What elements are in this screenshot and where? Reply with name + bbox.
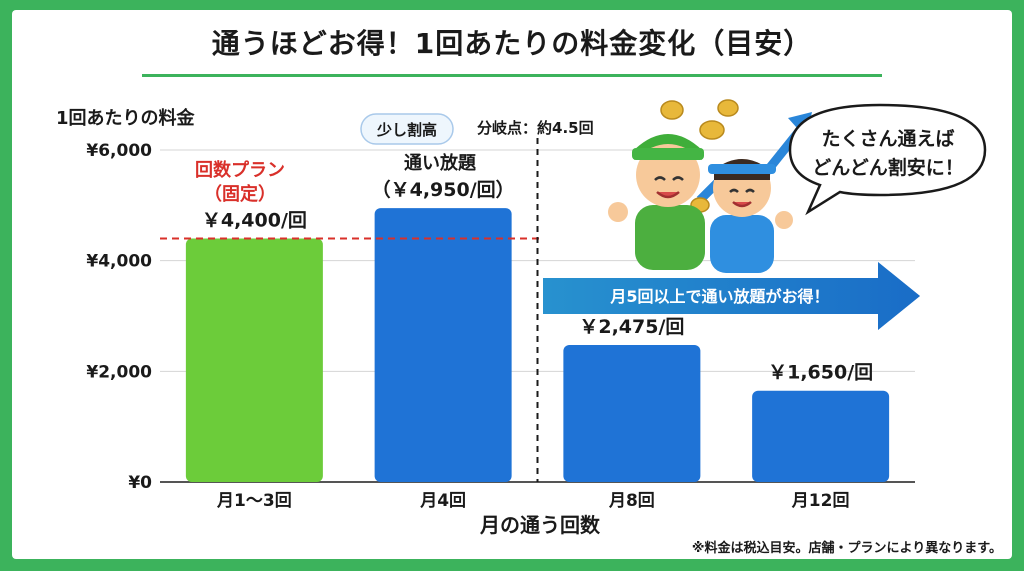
bar-3 (563, 345, 701, 482)
bar-4 (752, 390, 890, 482)
speech-bubble-line2: どんどん割安に！ (812, 156, 963, 179)
slightly-pricey-text: 少し割高 (376, 121, 437, 139)
bars: ￥4,400/回 （￥4,950/回） ￥2,475/回 ￥1,650/回 (185, 178, 890, 482)
unlimited-plan-label: 通い放題 (404, 152, 477, 174)
category-labels: 月1〜3回 月4回 月8回 月12回 (216, 491, 849, 511)
bar-1 (185, 238, 323, 482)
slightly-pricey-badge: 少し割高 (360, 113, 454, 145)
bar-value-label: （￥4,950/回） (372, 178, 515, 201)
category-label: 月12回 (791, 491, 850, 511)
bar-value-label: ￥4,400/回 (202, 210, 307, 232)
y-axis-title: 1回あたりの料金 (56, 108, 195, 129)
benefit-arrow-text: 月5回以上で通い放題がお得！ (609, 287, 829, 306)
y-tick-labels: ¥0 ¥2,000 ¥4,000 ¥6,000 (86, 141, 152, 493)
speech-bubble: たくさん通えば どんどん割安に！ (788, 103, 987, 216)
breakeven-label: 分岐点：約4.5回 (477, 119, 594, 137)
y-tick-label: ¥0 (128, 473, 152, 493)
happy-customers-illustration (608, 99, 812, 273)
category-label: 月8回 (608, 491, 655, 511)
y-tick-label: ¥6,000 (86, 141, 152, 161)
footnote: ※料金は税込目安。店舗・プランにより異なります。 (691, 541, 1002, 556)
fixed-plan-sublabel: （固定） (204, 183, 276, 205)
bar-value-label: ￥1,650/回 (768, 362, 873, 384)
x-axis-title: 月の通う回数 (479, 513, 601, 537)
coin-icon (699, 120, 725, 140)
y-tick-label: ¥4,000 (86, 252, 152, 272)
y-tick-label: ¥2,000 (86, 362, 152, 382)
benefit-arrow: 月5回以上で通い放題がお得！ (543, 262, 920, 330)
speech-bubble-line1: たくさん通えば (821, 128, 954, 150)
coin-icon (660, 100, 684, 120)
coin-icon (717, 99, 739, 117)
category-label: 月4回 (419, 491, 466, 511)
page-title: 通うほどお得！1回あたりの料金変化（目安） (211, 27, 813, 60)
category-label: 月1〜3回 (216, 491, 292, 511)
bar-2 (374, 208, 512, 482)
bar-value-label: ￥2,475/回 (579, 316, 684, 338)
title-underline (142, 74, 882, 77)
fixed-plan-label: 回数プラン (195, 159, 285, 181)
